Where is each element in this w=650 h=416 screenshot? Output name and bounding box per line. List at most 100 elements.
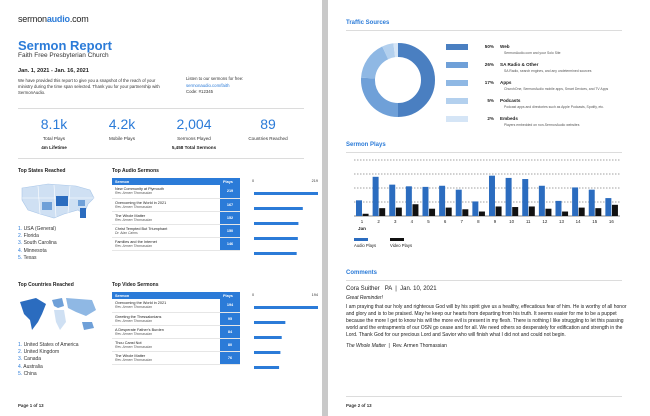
axis-tick-label: 219 (312, 179, 318, 183)
table-row[interactable]: Thou Canst Not Rev. Armen Thomassian 80 (112, 338, 240, 352)
list-item: 3. Canada (18, 356, 42, 363)
legend-item-radio: 26% SA Radio & Other SA Radio, search eng… (446, 62, 636, 80)
traffic-legend: 50% Web SermonAudio.com and your Solo Sit… (446, 44, 636, 134)
audio-bar (472, 201, 479, 216)
plays-bar (254, 192, 318, 195)
stat-label: Sermons Played (177, 136, 211, 141)
plays-bar (254, 366, 280, 369)
list-item: 5. China (18, 370, 37, 377)
world-map (20, 298, 96, 330)
video-bar (512, 207, 519, 216)
divider (346, 396, 622, 397)
table-row[interactable]: Christ Tempted But Triumphant Dr. Alan Ca… (112, 224, 240, 238)
legend-item-web: 50% Web SermonAudio.com and your Solo Sit… (446, 44, 636, 62)
col-plays: Plays (220, 178, 240, 185)
plays-bar (254, 351, 281, 354)
audio-sermons-table: Sermon Plays New Community at Plymouth Re… (112, 178, 240, 251)
top-states-list: 1. USA (General) 2. Florida 3. South Car… (18, 226, 57, 262)
plays-bar (254, 222, 299, 225)
list-item: 4. Australia (18, 363, 43, 370)
traffic-donut-chart (361, 43, 435, 117)
stat-label: Total Plays (42, 136, 66, 141)
x-tick-label: 14 (576, 219, 581, 224)
comment-author: Cora Suither (346, 286, 380, 292)
list-item: 5. Texas (18, 254, 37, 261)
x-tick-label: 11 (526, 219, 531, 224)
audio-bar (538, 185, 545, 216)
axis-tick-label: 0 (252, 179, 254, 183)
top-states-title: Top States Reached (18, 168, 66, 174)
report-title: Sermon Report (18, 38, 112, 53)
audio-bar (439, 185, 446, 216)
comment-sermon[interactable]: The Whole Matter (346, 343, 386, 349)
table-row[interactable]: Overcoming the World in 2021 Rev. Armen T… (112, 198, 240, 212)
stat-label: Countries Reached (248, 136, 288, 141)
col-plays: Plays (220, 292, 240, 299)
audio-plays-bars: 0 219 (252, 179, 318, 255)
divider (346, 280, 622, 281)
audio-bar (572, 187, 579, 216)
comment-card: Cora Suither PA | Jan. 10, 2021 Great Re… (346, 286, 630, 350)
legend-swatch-video (390, 238, 404, 241)
list-item: 2. United Kingdom (18, 349, 60, 356)
video-bar (445, 207, 452, 216)
col-sermon: Sermon (112, 178, 220, 185)
stat-total-plays: 8.1k Total Plays 4m Lifetime (18, 116, 90, 150)
video-bar (379, 208, 386, 216)
table-row[interactable]: A Desperate Father's Burden Rev. Armen Th… (112, 325, 240, 339)
list-item: 4. Minnesota (18, 247, 47, 254)
audio-bar (605, 198, 612, 216)
donut-slice (382, 43, 396, 60)
table-row[interactable]: New Community at Plymouth Rev. Armen Thom… (112, 185, 240, 199)
stat-sermons-played: 2,004 Sermons Played 5,458 Total Sermons (158, 116, 230, 150)
audio-bar (389, 184, 396, 216)
broadcaster-code: Code: #12345 (186, 89, 213, 94)
plays-bar (254, 237, 298, 240)
video-bar (611, 204, 618, 216)
page-number: Page 1 of 13 (18, 403, 44, 408)
comment-location: PA (384, 286, 392, 292)
x-tick-label: 12 (542, 219, 547, 224)
audio-bar (455, 189, 462, 216)
x-tick-label: 8 (477, 219, 480, 224)
report-page-1: sermonaudio.com Sermon Report Faith Free… (0, 0, 322, 416)
x-tick-label: 2 (377, 219, 380, 224)
stat-value: 2,004 (176, 116, 212, 132)
stat-mobile-plays: 4.2k Mobile Plays (86, 116, 158, 141)
video-bar (412, 204, 419, 216)
video-plays-bars: 0 194 (252, 293, 318, 369)
video-bar (578, 207, 585, 216)
x-tick-label: 10 (509, 219, 514, 224)
video-bar (545, 208, 552, 216)
table-row[interactable]: Greeting the Thessalonians Rev. Armen Tho… (112, 312, 240, 326)
video-sermons-table: Sermon Plays Overcoming the World in 202… (112, 292, 240, 365)
x-tick-label: 16 (609, 219, 614, 224)
video-bar (395, 207, 402, 216)
stat-value: 8.1k (40, 116, 68, 132)
donut-slice (361, 77, 399, 117)
plays-bar (254, 252, 297, 255)
table-row[interactable]: The Whole Matter Rev. Armen Thomassian 76 (112, 351, 240, 365)
axis-tick-label: 194 (312, 293, 318, 297)
video-bar (528, 206, 535, 216)
top-countries-title: Top Countries Reached (18, 282, 74, 288)
listen-block: Listen to our sermons for free: sermonau… (186, 76, 243, 96)
audio-bar (405, 186, 412, 216)
plays-bar (254, 306, 318, 309)
table-row[interactable]: The Whole Matter Rev. Armen Thomassian 15… (112, 211, 240, 225)
divider (346, 152, 622, 153)
church-name: Faith Free Presbyterian Church (18, 52, 109, 59)
sermonaudio-logo[interactable]: sermonaudio.com (18, 14, 89, 24)
audio-bar (355, 200, 362, 216)
stat-value: 89 (260, 116, 276, 132)
listen-link[interactable]: sermonaudio.com/faith (186, 82, 230, 88)
traffic-sources-title: Traffic Sources (346, 20, 390, 26)
table-row[interactable]: Families and the Internet Rev. Armen Thom… (112, 237, 240, 251)
x-tick-label: 13 (559, 219, 564, 224)
comment-headline: Great Reminder! (346, 295, 383, 301)
table-row[interactable]: Overcoming the World in 2021 Rev. Armen T… (112, 299, 240, 313)
plays-bar (254, 321, 286, 324)
usa-map (21, 183, 95, 219)
legend-label-video: Video Plays (390, 243, 412, 248)
